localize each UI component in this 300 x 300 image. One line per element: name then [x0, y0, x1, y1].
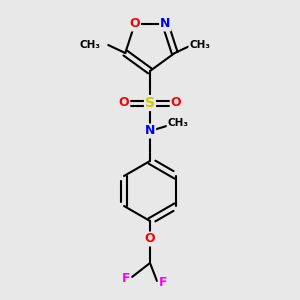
Text: N: N: [160, 17, 170, 31]
Text: CH₃: CH₃: [167, 118, 188, 128]
Text: O: O: [119, 97, 129, 110]
Text: O: O: [145, 232, 155, 245]
Text: O: O: [129, 17, 140, 31]
Text: S: S: [145, 96, 155, 110]
Text: N: N: [145, 124, 155, 137]
Text: O: O: [171, 97, 181, 110]
Text: F: F: [122, 272, 130, 286]
Text: CH₃: CH₃: [189, 40, 210, 50]
Text: F: F: [159, 277, 167, 290]
Text: CH₃: CH₃: [79, 40, 100, 50]
